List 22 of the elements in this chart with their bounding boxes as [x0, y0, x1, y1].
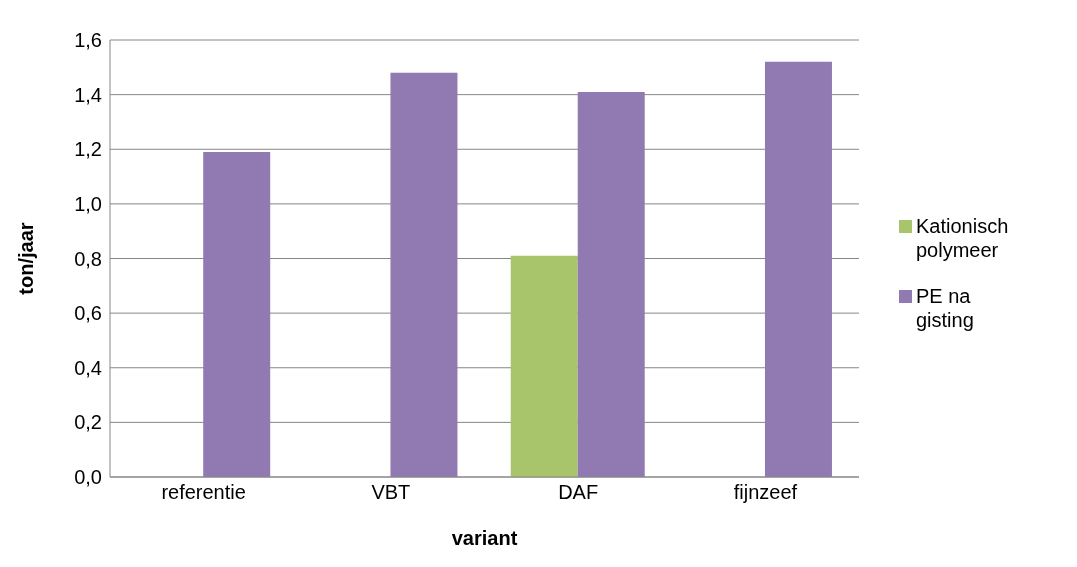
bar	[577, 91, 645, 477]
y-tick-label: 1,0	[74, 192, 102, 215]
x-tick-label: DAF	[558, 481, 599, 504]
y-tick-label: 0,2	[74, 411, 102, 434]
x-axis-title: variant	[451, 527, 518, 549]
y-tick-label: 1,6	[74, 29, 102, 52]
y-tick-label: 0,4	[74, 356, 102, 379]
x-tick-label: referentie	[161, 481, 246, 504]
y-axis-title: ton/jaar	[15, 222, 38, 295]
y-tick-label: 0,8	[74, 247, 102, 270]
x-tick-label: VBT	[371, 481, 411, 504]
legend-label: Kationisch polymeer	[916, 213, 1010, 262]
x-tick-label: fijnzeef	[733, 481, 798, 504]
bar	[203, 151, 271, 477]
y-tick-label: 1,4	[74, 83, 102, 106]
y-tick-label: 1,2	[74, 138, 102, 161]
y-tick-label: 0,6	[74, 302, 102, 325]
bar	[764, 61, 832, 477]
bar	[390, 72, 458, 477]
y-tick-label: 0,0	[74, 466, 102, 489]
legend-label: PE na gisting	[916, 283, 975, 332]
bar	[510, 255, 578, 477]
